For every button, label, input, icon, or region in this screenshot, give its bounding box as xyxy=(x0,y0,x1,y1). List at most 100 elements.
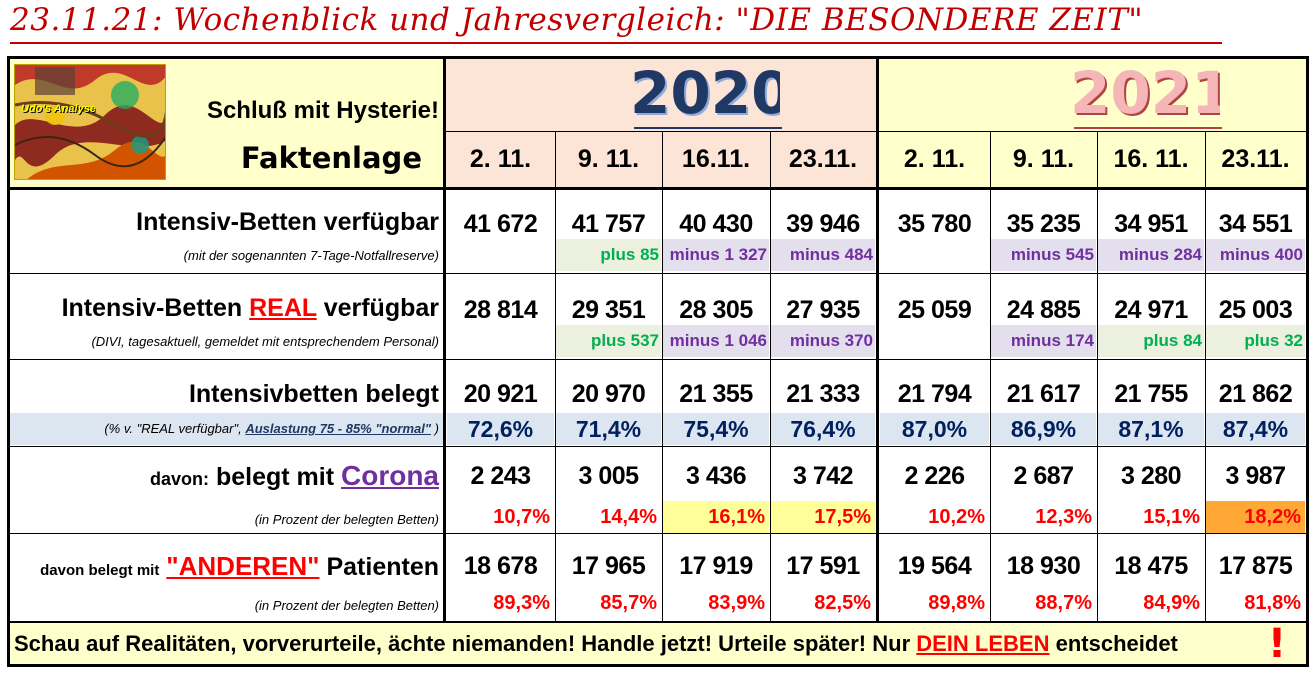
real-label-prefix: Intensiv-Betten xyxy=(61,294,243,322)
real-sublabel: (DIVI, tagesaktuell, gemeldet mit entspr… xyxy=(91,334,439,349)
belegt-value: 21 794 xyxy=(897,380,972,408)
belegt-percent: 87,4% xyxy=(1206,413,1305,445)
andere-value: 18 678 xyxy=(463,552,538,580)
belegt-percent: 71,4% xyxy=(556,413,661,445)
belegt-value: 20 921 xyxy=(463,380,538,408)
footer-text: Schau auf Realitäten, vorverurteile, äch… xyxy=(14,631,1178,657)
corona-value: 3 280 xyxy=(1120,462,1182,490)
andere-value: 19 564 xyxy=(897,552,972,580)
andere-label-suffix: Patienten xyxy=(326,553,439,581)
footer-bar: Schau auf Realitäten, vorverurteile, äch… xyxy=(10,623,1306,664)
real-value: 28 305 xyxy=(679,296,753,324)
andere-label-highlight: "ANDEREN" xyxy=(166,551,320,581)
corona-sublabel-cell: (in Prozent der belegten Betten) xyxy=(10,505,443,535)
intensiv-change: minus 484 xyxy=(771,239,875,271)
corona-sublabel: (in Prozent der belegten Betten) xyxy=(254,512,439,527)
grid-hline xyxy=(10,273,1306,274)
year-2021-underline xyxy=(1074,127,1222,129)
real-sublabel-cell: (DIVI, tagesaktuell, gemeldet mit entspr… xyxy=(10,327,443,357)
intensiv-change: minus 545 xyxy=(991,239,1096,271)
real-value: 24 885 xyxy=(1006,296,1081,324)
andere-percent: 84,9% xyxy=(1143,592,1200,614)
date-header: 23.11. xyxy=(788,145,858,173)
belegt-value: 21 355 xyxy=(679,380,753,408)
andere-value: 18 475 xyxy=(1114,552,1188,580)
andere-percent: 89,8% xyxy=(928,592,985,614)
corona-value: 3 742 xyxy=(792,462,854,490)
intensiv-sublabel: (mit der sogenannten 7-Tage-Notfallreser… xyxy=(183,248,439,263)
andere-percent: 82,5% xyxy=(814,592,871,614)
intensiv-value: 41 757 xyxy=(571,210,646,238)
logo-graphic xyxy=(15,65,165,179)
grid-hline xyxy=(10,621,1306,623)
corona-percent: 18,2% xyxy=(1206,501,1305,533)
andere-value: 17 591 xyxy=(786,552,860,580)
real-change: plus 84 xyxy=(1098,325,1204,357)
intensiv-label-cell: Intensiv-Betten verfügbar xyxy=(10,205,443,239)
corona-label-highlight: Corona xyxy=(341,460,439,491)
grid-vline xyxy=(1205,131,1206,623)
intensiv-change: minus 1 327 xyxy=(663,239,769,271)
date-header: 23.11. xyxy=(1221,145,1290,173)
intensiv-label: Intensiv-Betten verfügbar xyxy=(136,208,439,236)
title-underline xyxy=(10,42,1222,44)
grid-vline xyxy=(876,59,879,623)
belegt-percent: 76,4% xyxy=(771,413,875,445)
real-change xyxy=(447,325,554,357)
real-label-highlight: REAL xyxy=(249,294,317,322)
intensiv-value: 35 780 xyxy=(897,210,972,238)
belegt-label: Intensivbetten belegt xyxy=(188,380,439,408)
intensiv-value: 35 235 xyxy=(1006,210,1081,238)
intensiv-value: 40 430 xyxy=(679,210,753,238)
grid-hline xyxy=(10,359,1306,360)
grid-vline xyxy=(555,131,556,623)
date-header: 9. 11. xyxy=(577,145,640,173)
belegt-value: 21 862 xyxy=(1218,380,1293,408)
intensiv-value: 34 551 xyxy=(1218,210,1293,238)
belegt-sub-link[interactable]: Auslastung 75 - 85% "normal" xyxy=(245,421,432,436)
grid-vline xyxy=(990,131,991,623)
year-2020-underline xyxy=(634,127,782,129)
belegt-value: 20 970 xyxy=(571,380,646,408)
corona-label-main: belegt mit xyxy=(215,463,335,491)
real-change: minus 370 xyxy=(771,325,875,357)
date-header: 16. 11. xyxy=(1113,145,1189,173)
grid-hline xyxy=(10,533,1306,534)
data-table: Udo's Analyse Schluß mit Hysterie! Fakte… xyxy=(7,56,1309,667)
year-2021: 2021 xyxy=(1070,59,1220,127)
andere-value: 18 930 xyxy=(1006,552,1081,580)
belegt-value: 21 617 xyxy=(1006,380,1081,408)
andere-percent: 83,9% xyxy=(708,592,765,614)
belegt-percent: 75,4% xyxy=(663,413,769,445)
belegt-sublabel-cell: (% v. "REAL verfügbar", Auslastung 75 - … xyxy=(10,414,443,444)
belegt-percent: 72,6% xyxy=(447,413,554,445)
real-change: plus 537 xyxy=(556,325,661,357)
corona-label-cell: davon: belegt mit Corona xyxy=(10,459,443,493)
andere-value: 17 875 xyxy=(1218,552,1293,580)
header-2020-area xyxy=(446,59,876,187)
footer-prefix: Schau auf Realitäten, vorverurteile, äch… xyxy=(14,631,911,656)
real-change: minus 174 xyxy=(991,325,1096,357)
header-2021-area xyxy=(879,59,1306,187)
intensiv-change xyxy=(447,239,554,271)
real-value: 25 003 xyxy=(1218,296,1293,324)
intensiv-value: 34 951 xyxy=(1114,210,1188,238)
corona-percent: 14,4% xyxy=(600,506,657,528)
real-value: 28 814 xyxy=(463,296,538,324)
real-change: minus 1 046 xyxy=(663,325,769,357)
andere-percent: 85,7% xyxy=(600,592,657,614)
real-change xyxy=(880,325,989,357)
belegt-percent: 86,9% xyxy=(991,413,1096,445)
andere-value: 17 965 xyxy=(571,552,646,580)
corona-value: 3 436 xyxy=(685,462,747,490)
date-header: 16.11. xyxy=(681,145,751,173)
belegt-value: 21 755 xyxy=(1114,380,1188,408)
corona-value: 2 687 xyxy=(1013,462,1074,490)
real-value: 29 351 xyxy=(571,296,646,324)
intensiv-sublabel-cell: (mit der sogenannten 7-Tage-Notfallreser… xyxy=(10,241,443,271)
year-2020: 2020 xyxy=(630,59,780,127)
intensiv-value: 39 946 xyxy=(786,210,860,238)
date-header: 2. 11. xyxy=(469,145,532,173)
footer-highlight: DEIN LEBEN xyxy=(916,631,1050,656)
corona-percent: 12,3% xyxy=(1035,506,1092,528)
